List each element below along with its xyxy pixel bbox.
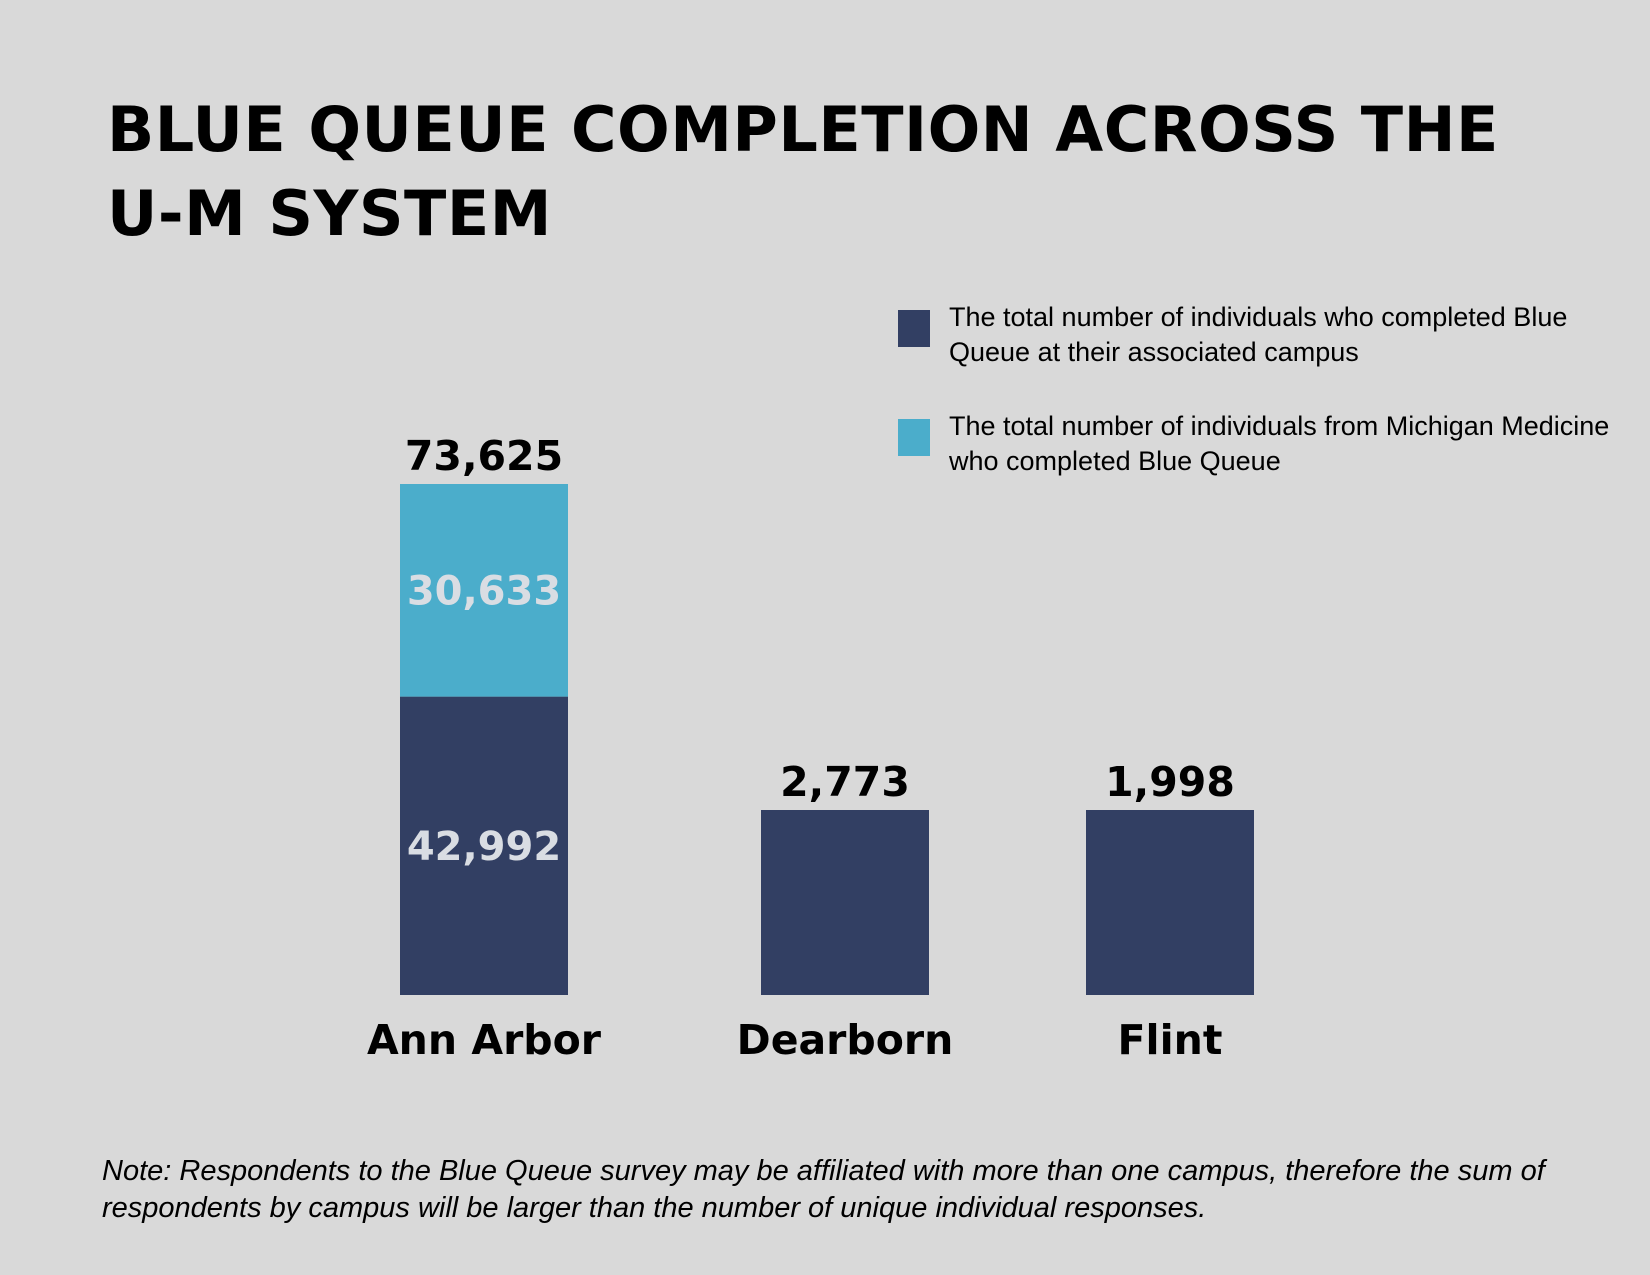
bar-dearborn-series-1 bbox=[761, 810, 929, 995]
bar-ann-arbor-series-1 bbox=[400, 696, 568, 995]
chart-title: BLUE QUEUE COMPLETION ACROSS THE U-M SYS… bbox=[107, 93, 1499, 250]
legend-swatch-campus bbox=[898, 310, 930, 347]
total-label-flint: 1,998 bbox=[1105, 758, 1235, 806]
bar-flint-series-1 bbox=[1086, 810, 1254, 995]
total-label-dearborn: 2,773 bbox=[780, 758, 910, 806]
legend-item-michigan-medicine: The total number of individuals from Mic… bbox=[895, 409, 1615, 479]
footnote: Note: Respondents to the Blue Queue surv… bbox=[102, 1155, 1545, 1224]
total-label-ann-arbor: 73,625 bbox=[405, 432, 563, 480]
category-label-ann-arbor: Ann Arbor bbox=[367, 1016, 602, 1064]
legend-item-campus: The total number of individuals who comp… bbox=[895, 300, 1615, 370]
category-label-flint: Flint bbox=[1118, 1016, 1223, 1064]
legend-label-michigan-medicine: The total number of individuals from Mic… bbox=[949, 411, 1610, 476]
legend-label-campus: The total number of individuals who comp… bbox=[949, 302, 1568, 367]
legend-swatch-michigan-medicine bbox=[898, 419, 930, 456]
category-label-dearborn: Dearborn bbox=[737, 1016, 954, 1064]
data-label-ann-arbor-series-1: 42,992 bbox=[407, 824, 561, 870]
data-label-ann-arbor-series-2: 30,633 bbox=[407, 568, 561, 614]
bar-ann-arbor-series-2 bbox=[400, 484, 568, 697]
legend: The total number of individuals who comp… bbox=[895, 300, 1615, 479]
